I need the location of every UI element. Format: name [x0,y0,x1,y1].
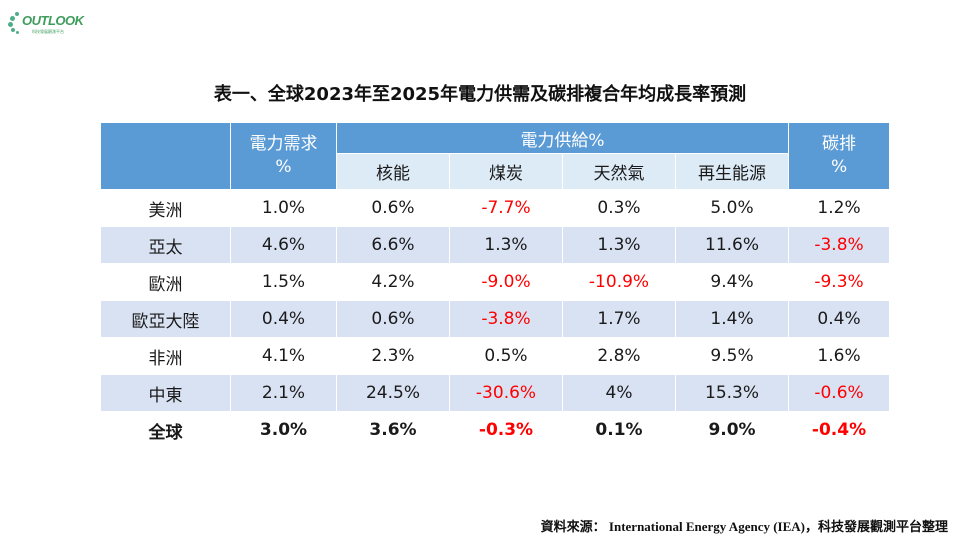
value-cell: 1.4% [674,300,790,338]
value-cell: 0.4% [788,300,891,338]
value-cell: -3.8% [788,226,891,264]
value-cell: -9.0% [449,263,563,301]
value-cell: 4.1% [230,337,337,375]
value-cell: 15.3% [674,374,790,412]
value-cell: 1.5% [230,263,337,301]
table-row: 全球 3.0% 3.6% -0.3% 0.1% 9.0% -0.4% [100,411,891,449]
value-cell: 0.3% [562,189,676,227]
value-cell: -0.4% [788,411,891,449]
header-demand: 電力需求% [230,122,337,190]
value-cell: 0.1% [562,411,676,449]
value-cell: 4.6% [230,226,337,264]
logo-wordmark: OUTLOOK [22,13,84,28]
header-gas: 天然氣 [562,153,676,190]
value-cell: 2.8% [562,337,676,375]
table-title: 表一、全球2023年至2025年電力供需及碳排複合年均成長率預測 [213,84,747,105]
value-cell: 0.4% [230,300,337,338]
value-cell: 2.1% [230,374,337,412]
value-cell: 11.6% [674,226,790,264]
logo-tagline: 科技發展觀測平台 [32,29,64,34]
region-cell: 全球 [100,411,231,449]
value-cell: 9.4% [674,263,790,301]
outlook-logo: OUTLOOK 科技發展觀測平台 [8,10,90,36]
table-row: 非洲 4.1% 2.3% 0.5% 2.8% 9.5% 1.6% [100,337,891,375]
region-cell: 歐亞大陸 [100,300,231,338]
value-cell: 1.2% [788,189,891,227]
region-cell: 中東 [100,374,231,412]
value-cell: -0.3% [449,411,563,449]
value-cell: -7.7% [449,189,563,227]
value-cell: 9.5% [674,337,790,375]
value-cell: 0.6% [336,189,450,227]
value-cell: 3.0% [230,411,337,449]
value-cell: 2.3% [336,337,450,375]
region-cell: 亞太 [100,226,231,264]
value-cell: 1.3% [562,226,676,264]
value-cell: 24.5% [336,374,450,412]
value-cell: 4% [562,374,676,412]
header-nuclear: 核能 [336,153,450,190]
region-cell: 非洲 [100,337,231,375]
value-cell: 6.6% [336,226,450,264]
value-cell: -3.8% [449,300,563,338]
table-row: 歐洲 1.5% 4.2% -9.0% -10.9% 9.4% -9.3% [100,263,891,301]
value-cell: 4.2% [336,263,450,301]
table-row: 中東 2.1% 24.5% -30.6% 4% 15.3% -0.6% [100,374,891,412]
value-cell: 1.3% [449,226,563,264]
energy-growth-table: 電力需求% 電力供給% 碳排% 核能 煤炭 天然氣 再生能源 美洲 1.0% 0.6… [100,122,891,449]
table-row: 歐亞大陸 0.4% 0.6% -3.8% 1.7% 1.4% 0.4% [100,300,891,338]
header-region-blank [100,122,231,190]
value-cell: 3.6% [336,411,450,449]
header-renewables: 再生能源 [674,153,790,190]
value-cell: -9.3% [788,263,891,301]
value-cell: 1.0% [230,189,337,227]
table-body: 美洲 1.0% 0.6% -7.7% 0.3% 5.0% 1.2% 亞太 4.6% 6.6% 1.3… [100,189,891,449]
value-cell: -0.6% [788,374,891,412]
header-supply: 電力供給% [335,122,790,154]
value-cell: 1.6% [788,337,891,375]
value-cell: 0.5% [449,337,563,375]
value-cell: -30.6% [449,374,563,412]
region-cell: 美洲 [100,189,231,227]
header-coal: 煤炭 [449,153,563,190]
table-row: 美洲 1.0% 0.6% -7.7% 0.3% 5.0% 1.2% [100,189,891,227]
logo-dots-icon [8,10,28,36]
header-carbon: 碳排% [788,122,891,190]
region-cell: 歐洲 [100,263,231,301]
value-cell: 1.7% [562,300,676,338]
value-cell: 5.0% [674,189,790,227]
source-note: 資料來源： International Energy Agency (IEA)，… [540,519,948,534]
table-row: 亞太 4.6% 6.6% 1.3% 1.3% 11.6% -3.8% [100,226,891,264]
value-cell: -10.9% [562,263,676,301]
value-cell: 0.6% [336,300,450,338]
value-cell: 9.0% [674,411,790,449]
